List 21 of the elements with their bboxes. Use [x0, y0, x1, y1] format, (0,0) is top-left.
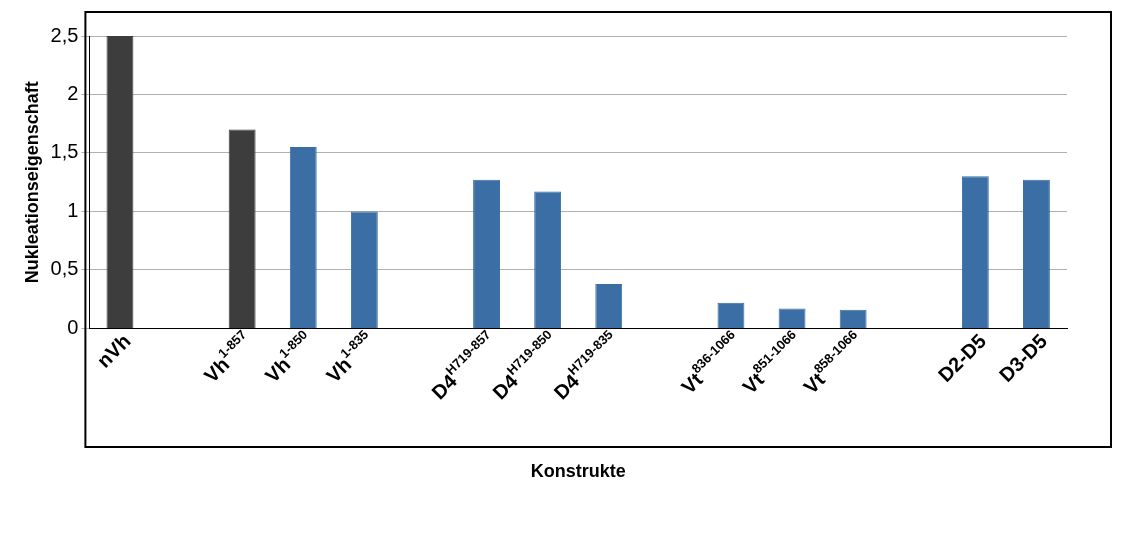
- y-tick-label: 2: [67, 82, 79, 104]
- bar: [350, 211, 378, 328]
- bar: [106, 36, 134, 328]
- y-tick-label: 2,5: [50, 23, 79, 46]
- y-tick-label: 1: [67, 198, 79, 221]
- y-tick-label: 0,5: [50, 257, 79, 280]
- bar: [473, 179, 500, 328]
- x-tick-label: nVh: [92, 329, 135, 372]
- y-tick-label: 1,5: [50, 140, 79, 163]
- bar: [595, 283, 623, 328]
- bar: [228, 129, 256, 328]
- bar: [961, 176, 989, 328]
- bar: [1023, 179, 1050, 328]
- bar: [839, 309, 867, 328]
- y-tick-label: 0: [67, 315, 79, 338]
- y-axis-title: Nukleationseigenschaft: [21, 81, 42, 284]
- bar: [289, 147, 317, 328]
- bar: [534, 191, 562, 328]
- bar: [778, 308, 806, 328]
- bar: [717, 302, 745, 328]
- x-axis-title: Konstrukte: [530, 461, 626, 482]
